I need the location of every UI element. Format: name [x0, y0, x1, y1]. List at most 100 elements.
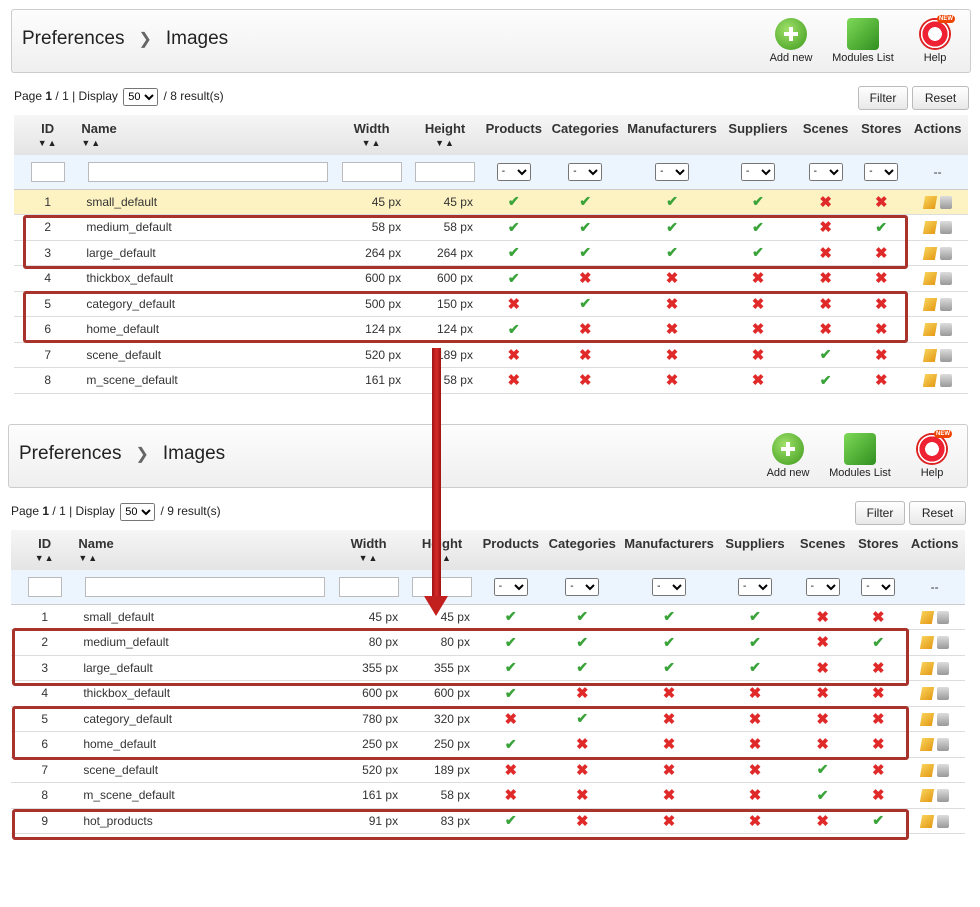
cross-icon[interactable]: ✖ [575, 787, 589, 805]
table-row[interactable]: 8 m_scene_default 161 px 58 px ✖ ✖ ✖ ✖ ✔ ✖ [11, 782, 965, 809]
filter-button[interactable]: Filter [858, 86, 908, 110]
filter-select-manufacturers[interactable]: - [652, 577, 687, 596]
cross-icon[interactable]: ✖ [875, 193, 888, 211]
check-icon[interactable]: ✔ [819, 371, 832, 388]
edit-icon[interactable] [922, 246, 937, 260]
cross-icon[interactable]: ✖ [751, 270, 765, 288]
delete-icon[interactable] [936, 712, 949, 726]
table-row[interactable]: 6 home_default 124 px 124 px ✔ ✖ ✖ ✖ ✖ ✖ [14, 316, 968, 343]
delete-icon[interactable] [939, 246, 952, 260]
table-row[interactable]: 3 large_default 355 px 355 px ✔ ✔ ✔ ✔ ✖ ✖ [11, 655, 965, 681]
cross-icon[interactable]: ✖ [816, 685, 829, 703]
table-row[interactable]: 2 medium_default 58 px 58 px ✔ ✔ ✔ ✔ ✖ ✔ [14, 214, 968, 241]
sort-arrows-icon[interactable]: ▼▲ [37, 138, 58, 148]
delete-icon[interactable] [939, 221, 952, 235]
table-row[interactable]: 8 m_scene_default 161 px 58 px ✖ ✖ ✖ ✖ ✔ ✖ [14, 367, 968, 394]
check-icon[interactable]: ✔ [752, 218, 764, 235]
breadcrumb-parent[interactable]: Preferences [22, 28, 125, 49]
cross-icon[interactable]: ✖ [662, 812, 676, 830]
cross-icon[interactable]: ✖ [751, 346, 765, 364]
filter-select-products[interactable]: - [493, 577, 528, 596]
edit-icon[interactable] [922, 221, 937, 235]
check-icon[interactable]: ✔ [663, 659, 675, 676]
delete-icon[interactable] [936, 738, 949, 752]
cross-icon[interactable]: ✖ [816, 812, 829, 830]
filter-select-scenes[interactable]: - [805, 577, 840, 596]
cross-icon[interactable]: ✖ [504, 710, 518, 728]
modules-list-button[interactable]: Modules List [829, 18, 897, 64]
cross-icon[interactable]: ✖ [507, 346, 521, 364]
cross-icon[interactable]: ✖ [748, 812, 762, 830]
check-icon[interactable]: ✔ [507, 218, 520, 235]
check-icon[interactable]: ✔ [507, 269, 520, 286]
filter-input-name[interactable] [84, 576, 325, 597]
filter-input-height[interactable] [412, 576, 473, 597]
column-header-height[interactable]: Height ▼▲ [409, 115, 481, 155]
check-icon[interactable]: ✔ [752, 244, 764, 261]
help-button[interactable]: Help [905, 15, 965, 64]
edit-icon[interactable] [919, 687, 934, 701]
delete-icon[interactable] [936, 636, 949, 650]
filter-button[interactable]: Filter [855, 501, 905, 525]
edit-icon[interactable] [919, 636, 934, 650]
check-icon[interactable]: ✔ [504, 608, 517, 625]
breadcrumb-parent[interactable]: Preferences [19, 443, 122, 464]
table-row[interactable]: 3 large_default 264 px 264 px ✔ ✔ ✔ ✔ ✖ ✖ [14, 240, 968, 266]
cross-icon[interactable]: ✖ [875, 372, 888, 390]
edit-icon[interactable] [922, 195, 937, 209]
modules-list-button[interactable]: Modules List [826, 433, 894, 479]
display-count-select[interactable]: 50 [123, 88, 159, 106]
table-row[interactable]: 2 medium_default 80 px 80 px ✔ ✔ ✔ ✔ ✖ ✔ [11, 629, 965, 656]
check-icon[interactable]: ✔ [749, 608, 761, 625]
cross-icon[interactable]: ✖ [875, 244, 888, 262]
check-icon[interactable]: ✔ [872, 633, 885, 650]
table-row[interactable]: 1 small_default 45 px 45 px ✔ ✔ ✔ ✔ ✖ ✖ [11, 604, 965, 630]
filter-input-id[interactable] [30, 161, 65, 182]
add-new-button[interactable]: Add new [761, 18, 821, 64]
cross-icon[interactable]: ✖ [504, 787, 518, 805]
check-icon[interactable]: ✔ [579, 244, 592, 261]
cross-icon[interactable]: ✖ [662, 685, 676, 703]
check-icon[interactable]: ✔ [666, 218, 678, 235]
column-header-id[interactable]: ID ▼▲ [14, 115, 82, 155]
cross-icon[interactable]: ✖ [748, 710, 762, 728]
delete-icon[interactable] [939, 348, 952, 362]
edit-icon[interactable] [922, 374, 937, 388]
column-header-width[interactable]: Width ▼▲ [331, 530, 407, 570]
edit-icon[interactable] [922, 297, 937, 311]
check-icon[interactable]: ✔ [504, 633, 517, 650]
table-row[interactable]: 4 thickbox_default 600 px 600 px ✔ ✖ ✖ ✖ ✖ ✖ [11, 680, 965, 707]
cross-icon[interactable]: ✖ [748, 736, 762, 754]
cross-icon[interactable]: ✖ [751, 321, 765, 339]
cross-icon[interactable]: ✖ [507, 372, 521, 390]
cross-icon[interactable]: ✖ [751, 372, 765, 390]
table-row[interactable]: 7 scene_default 520 px 189 px ✖ ✖ ✖ ✖ ✔ ✖ [14, 342, 968, 368]
edit-icon[interactable] [919, 763, 934, 777]
sort-arrows-icon[interactable]: ▼▲ [435, 138, 455, 148]
delete-icon[interactable] [936, 763, 949, 777]
cross-icon[interactable]: ✖ [819, 219, 832, 237]
cross-icon[interactable]: ✖ [872, 761, 885, 779]
check-icon[interactable]: ✔ [749, 633, 761, 650]
table-row[interactable]: 9 hot_products 91 px 83 px ✔ ✖ ✖ ✖ ✖ ✔ [11, 808, 965, 834]
cross-icon[interactable]: ✖ [872, 659, 885, 677]
filter-select-products[interactable]: - [496, 162, 531, 181]
cross-icon[interactable]: ✖ [819, 244, 832, 262]
check-icon[interactable]: ✔ [875, 218, 888, 235]
filter-select-categories[interactable]: - [565, 577, 600, 596]
check-icon[interactable]: ✔ [663, 633, 675, 650]
check-icon[interactable]: ✔ [576, 633, 589, 650]
cross-icon[interactable]: ✖ [875, 321, 888, 339]
edit-icon[interactable] [922, 348, 937, 362]
check-icon[interactable]: ✔ [752, 193, 764, 210]
check-icon[interactable]: ✔ [504, 812, 517, 829]
cross-icon[interactable]: ✖ [816, 736, 829, 754]
add-new-button[interactable]: Add new [758, 433, 818, 479]
cross-icon[interactable]: ✖ [819, 270, 832, 288]
check-icon[interactable]: ✔ [507, 320, 520, 337]
check-icon[interactable]: ✔ [576, 659, 589, 676]
table-row[interactable]: 4 thickbox_default 600 px 600 px ✔ ✖ ✖ ✖ ✖ ✖ [14, 265, 968, 292]
cross-icon[interactable]: ✖ [872, 608, 885, 626]
sort-arrows-icon[interactable]: ▼▲ [81, 138, 102, 148]
cross-icon[interactable]: ✖ [575, 761, 589, 779]
